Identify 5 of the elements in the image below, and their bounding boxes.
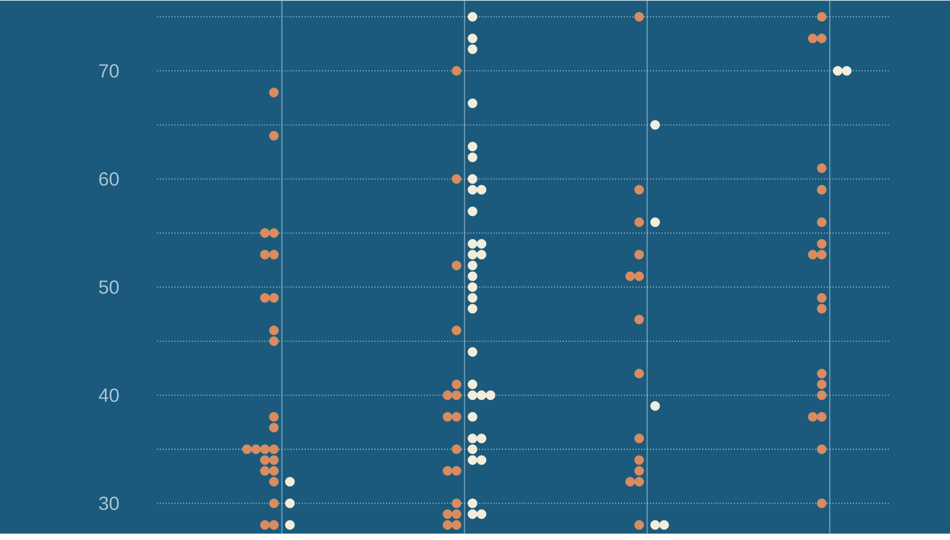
y-tick-label: 70 bbox=[99, 64, 119, 78]
y-tick-label: 50 bbox=[99, 280, 119, 294]
y-tick-label: 60 bbox=[99, 172, 119, 186]
y-tick-label: 30 bbox=[99, 496, 119, 510]
y-tick-label: 40 bbox=[98, 388, 119, 402]
